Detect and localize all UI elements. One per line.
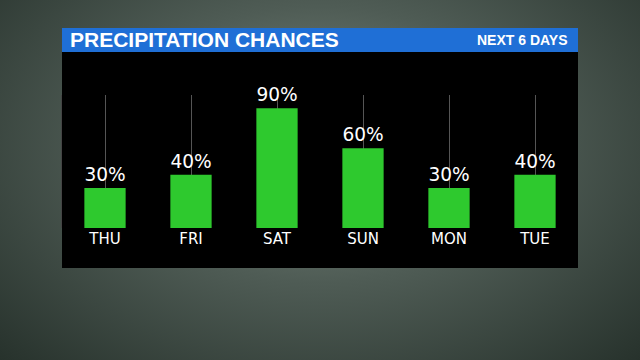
svg-text:40%: 40% [514,151,555,172]
svg-text:30%: 30% [428,164,469,185]
svg-text:TUE: TUE [519,230,550,248]
svg-text:90%: 90% [256,84,297,105]
svg-text:SAT: SAT [263,230,292,248]
svg-text:40%: 40% [170,151,211,172]
svg-text:THU: THU [88,230,120,248]
svg-text:60%: 60% [342,124,383,145]
svg-text:PRECIPITATION CHANCES: PRECIPITATION CHANCES [70,28,339,51]
svg-text:NEXT 6 DAYS: NEXT 6 DAYS [477,32,568,48]
svg-text:SUN: SUN [347,230,379,248]
svg-text:FRI: FRI [179,230,202,248]
svg-text:30%: 30% [84,164,125,185]
svg-text:MON: MON [431,230,467,248]
